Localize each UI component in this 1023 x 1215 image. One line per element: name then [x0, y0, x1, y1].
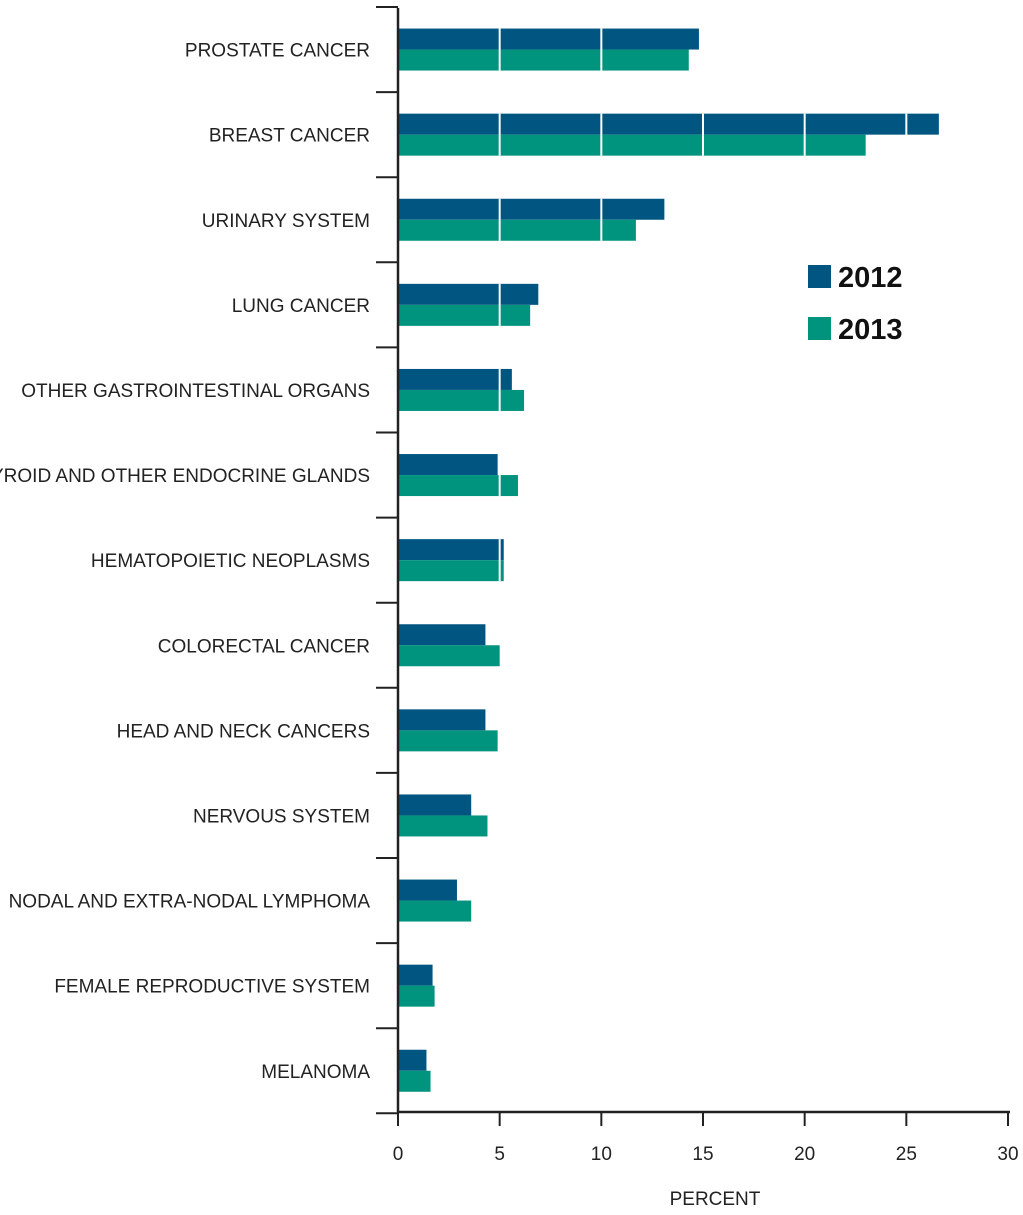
bar-2012-11 [398, 964, 433, 986]
x-tick-label: 30 [997, 1144, 1018, 1165]
bar-2013-0 [398, 49, 689, 71]
x-axis-title: PERCENT [670, 1189, 761, 1210]
category-label: FEMALE REPRODUCTIVE SYSTEM [54, 977, 370, 998]
category-label: NERVOUS SYSTEM [193, 806, 370, 827]
category-label: THYROID AND OTHER ENDOCRINE GLANDS [0, 466, 370, 487]
bar-2013-9 [398, 815, 488, 837]
bar-2013-1 [398, 134, 866, 156]
legend-label-2012: 2012 [838, 262, 903, 294]
category-label: LUNG CANCER [232, 296, 370, 317]
category-label: NODAL AND EXTRA-NODAL LYMPHOMA [9, 892, 371, 913]
bar-2013-12 [398, 1070, 431, 1092]
legend-swatch-2013 [808, 317, 831, 340]
bar-2013-5 [398, 475, 518, 497]
bar-2012-2 [398, 198, 665, 220]
bar-2012-10 [398, 879, 457, 901]
bar-2013-4 [398, 389, 525, 411]
category-label: COLORECTAL CANCER [158, 636, 370, 657]
bar-2013-11 [398, 985, 435, 1007]
category-label: BREAST CANCER [209, 126, 370, 147]
x-tick-label: 25 [896, 1144, 917, 1165]
bar-2012-0 [398, 28, 699, 50]
bars [398, 28, 939, 1092]
bar-2012-4 [398, 368, 512, 390]
x-tick-label: 15 [692, 1144, 713, 1165]
inner-gridlines [498, 28, 908, 582]
legend-label-2013: 2013 [838, 314, 903, 346]
bar-2012-8 [398, 709, 486, 731]
category-label: MELANOMA [261, 1062, 370, 1083]
bar-2012-12 [398, 1049, 427, 1071]
x-tick-label: 5 [494, 1144, 505, 1165]
category-label: HEMATOPOIETIC NEOPLASMS [91, 551, 370, 572]
category-label: OTHER GASTROINTESTINAL ORGANS [21, 381, 370, 402]
x-tick-label: 10 [591, 1144, 612, 1165]
bar-2013-8 [398, 730, 498, 752]
x-tick-label: 20 [794, 1144, 815, 1165]
x-tick-label: 0 [393, 1144, 404, 1165]
legend: 2012 2013 [808, 262, 903, 346]
bar-2012-6 [398, 539, 504, 561]
bar-2013-7 [398, 645, 500, 667]
bar-2013-10 [398, 900, 472, 922]
bar-2013-6 [398, 560, 504, 582]
legend-swatch-2012 [808, 265, 831, 288]
bar-2012-1 [398, 113, 939, 135]
category-label: PROSTATE CANCER [185, 41, 370, 62]
x-axis-ticks: 0 5 10 15 20 25 30 [393, 1112, 1019, 1165]
category-label: HEAD AND NECK CANCERS [117, 721, 370, 742]
bar-2013-3 [398, 304, 531, 326]
bar-2012-5 [398, 454, 498, 476]
bar-2013-2 [398, 219, 636, 241]
bar-2012-9 [398, 794, 472, 816]
bar-2012-7 [398, 624, 486, 646]
category-label: URINARY SYSTEM [202, 211, 370, 232]
bar-2012-3 [398, 283, 539, 305]
category-labels: PROSTATE CANCER BREAST CANCER URINARY SYST… [0, 41, 370, 1083]
